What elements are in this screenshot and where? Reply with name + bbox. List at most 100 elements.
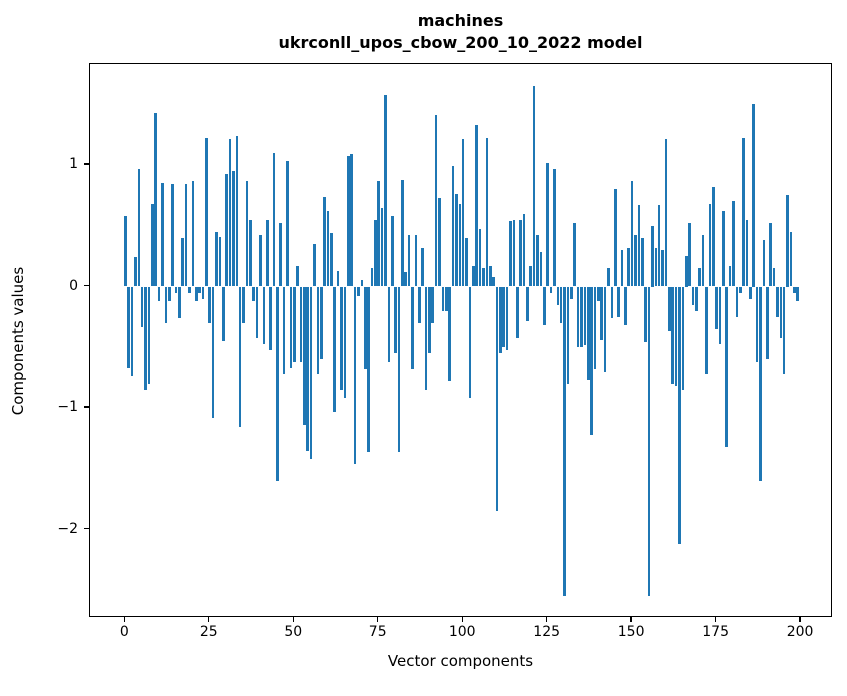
x-tick-mark (123, 617, 125, 622)
bar (725, 286, 729, 447)
bar (262, 286, 266, 344)
chart-title-line1: machines (417, 11, 504, 30)
bar (684, 256, 688, 287)
y-tick-mark (84, 527, 89, 530)
bar (404, 271, 408, 287)
bar (536, 235, 539, 287)
bar (198, 286, 201, 293)
bar (289, 286, 293, 368)
bar (793, 286, 796, 293)
bar (492, 276, 495, 287)
bar (144, 286, 147, 390)
bar (455, 194, 458, 287)
bar (566, 286, 570, 384)
bar (482, 268, 485, 287)
bar (698, 268, 702, 287)
bar (485, 138, 489, 287)
x-axis-label: Vector components (387, 652, 534, 670)
bar (563, 286, 566, 597)
x-tick-label: 25 (199, 624, 218, 640)
y-tick-mark (84, 163, 89, 165)
bar (367, 286, 370, 452)
bar (755, 286, 759, 362)
bar (292, 286, 296, 362)
y-axis-label: Components values (9, 266, 27, 416)
bar (691, 286, 695, 305)
x-tick-label: 125 (533, 624, 561, 640)
bar (434, 115, 438, 287)
bar (590, 286, 593, 435)
plot-area (89, 63, 832, 617)
bar (330, 233, 333, 287)
bar (272, 152, 276, 287)
bar (279, 223, 283, 287)
bar (735, 286, 739, 317)
bar (147, 286, 151, 384)
x-tick-label: 0 (119, 624, 129, 640)
bar (374, 219, 377, 287)
bar (580, 286, 583, 348)
bar (630, 180, 634, 287)
x-tick-mark (377, 617, 379, 622)
bar (390, 216, 394, 287)
bar (154, 112, 157, 287)
x-tick-label: 200 (786, 624, 814, 640)
bar (313, 243, 316, 287)
bar (333, 286, 337, 412)
bar (586, 286, 590, 381)
y-tick-mark (84, 406, 89, 408)
bar (245, 180, 249, 287)
bar (465, 237, 468, 287)
bar (718, 286, 722, 344)
bar (529, 265, 533, 287)
bar (597, 286, 600, 302)
bar (539, 252, 543, 287)
bar (417, 286, 421, 323)
x-tick-mark (461, 617, 463, 622)
bar (607, 268, 610, 287)
bar (519, 219, 522, 287)
bar (634, 235, 637, 287)
bar (772, 268, 776, 287)
bar (711, 186, 715, 287)
bar (556, 286, 560, 305)
chart-title-line2: ukrconll_upos_cbow_200_10_2022 model (278, 33, 643, 52)
bar (681, 286, 685, 390)
x-tick-label: 175 (702, 624, 729, 640)
bar (201, 286, 205, 299)
bar (347, 156, 350, 287)
bar (130, 286, 134, 377)
bar (644, 286, 647, 343)
bar (411, 286, 414, 370)
bar (134, 257, 137, 287)
bar (441, 286, 445, 311)
bar (316, 286, 320, 374)
bar (478, 229, 482, 287)
bar (319, 286, 323, 360)
bar (600, 286, 604, 340)
bar (522, 213, 526, 287)
bar (221, 286, 225, 342)
bar (776, 286, 779, 317)
bar (468, 286, 472, 399)
x-tick-mark (799, 617, 801, 622)
bar (265, 219, 269, 287)
bar (276, 286, 279, 481)
bar (786, 195, 789, 287)
bar (191, 180, 195, 287)
bar (211, 286, 215, 418)
bar (323, 196, 326, 287)
bar (695, 286, 698, 311)
bar (570, 286, 573, 299)
bar (350, 154, 353, 287)
bar (194, 286, 198, 302)
bar (357, 286, 360, 297)
bar (151, 203, 154, 287)
bar (678, 286, 681, 545)
bar (421, 247, 424, 287)
bar (674, 286, 678, 387)
bar (218, 236, 222, 287)
bar (296, 265, 299, 287)
bar (458, 203, 462, 287)
bar (769, 223, 772, 287)
